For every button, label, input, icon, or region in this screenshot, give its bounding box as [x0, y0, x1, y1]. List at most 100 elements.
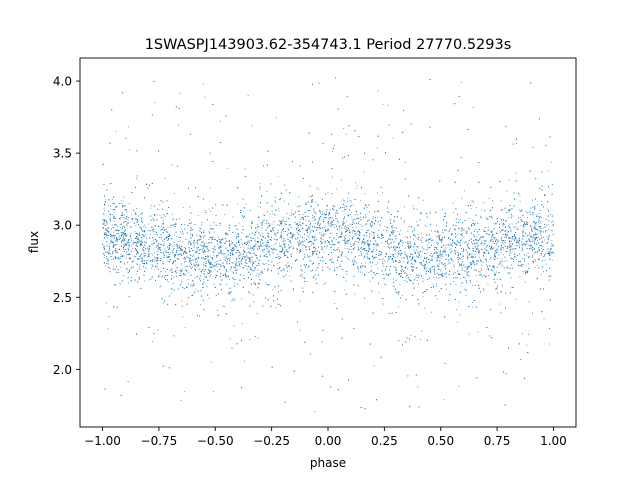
data-point	[500, 258, 502, 260]
data-point	[214, 231, 216, 233]
data-point	[491, 245, 493, 247]
data-point	[342, 210, 344, 212]
data-point	[528, 211, 530, 213]
data-point	[302, 241, 303, 243]
data-point	[482, 242, 483, 243]
data-point	[460, 258, 461, 260]
data-point	[551, 243, 553, 245]
data-point	[244, 265, 246, 266]
data-point	[485, 261, 487, 263]
data-point	[546, 236, 548, 238]
data-point	[430, 260, 432, 262]
data-point	[380, 254, 382, 256]
data-point	[315, 213, 317, 215]
data-point	[126, 257, 127, 259]
data-point	[503, 248, 505, 250]
data-point	[529, 240, 531, 242]
data-point	[494, 273, 495, 275]
data-point	[267, 270, 269, 272]
data-point	[333, 243, 334, 245]
data-point	[233, 244, 235, 246]
data-point	[474, 243, 476, 245]
data-point	[129, 149, 130, 151]
data-point	[508, 238, 510, 239]
data-point	[160, 285, 161, 287]
data-point	[104, 251, 106, 253]
data-point	[539, 226, 541, 228]
data-point	[318, 252, 320, 254]
data-point	[521, 247, 523, 249]
data-point	[170, 292, 172, 294]
data-point	[474, 264, 476, 266]
data-point	[258, 219, 260, 221]
data-point	[201, 221, 203, 223]
data-point	[365, 214, 366, 215]
data-point	[437, 232, 439, 234]
data-point	[245, 203, 247, 205]
data-point	[188, 272, 190, 274]
data-point	[116, 239, 118, 241]
data-point	[110, 241, 112, 243]
data-point	[507, 232, 509, 234]
data-point	[108, 263, 109, 265]
data-point	[119, 258, 120, 260]
data-point	[128, 282, 129, 284]
data-point	[322, 266, 324, 268]
data-point	[503, 224, 505, 226]
data-point	[105, 199, 107, 201]
data-point	[261, 223, 263, 225]
data-point	[359, 238, 361, 240]
data-point	[259, 207, 261, 208]
data-point	[257, 275, 259, 277]
data-point	[341, 179, 343, 181]
data-point	[440, 255, 442, 257]
data-point	[471, 255, 473, 257]
data-point	[335, 188, 337, 190]
data-point	[483, 290, 485, 292]
data-point	[523, 243, 525, 244]
data-point	[290, 214, 292, 216]
data-point	[500, 247, 502, 249]
data-point	[453, 264, 455, 266]
data-point	[400, 269, 402, 271]
data-point	[172, 251, 174, 253]
data-point	[475, 207, 477, 209]
data-point	[135, 236, 137, 238]
data-point	[232, 278, 234, 280]
data-point	[458, 301, 460, 303]
data-point	[459, 314, 461, 316]
data-point	[550, 251, 552, 253]
data-point	[138, 258, 140, 260]
data-point	[540, 274, 542, 276]
data-point	[109, 268, 111, 270]
data-point	[439, 263, 441, 265]
data-point	[354, 214, 356, 216]
data-point	[141, 233, 143, 235]
data-point	[478, 253, 480, 255]
data-point	[135, 224, 137, 226]
data-point	[405, 275, 407, 277]
data-point	[273, 244, 275, 246]
data-point	[284, 184, 286, 186]
data-point	[393, 226, 395, 228]
data-point	[524, 281, 526, 283]
data-point	[135, 273, 137, 275]
data-point	[515, 299, 517, 300]
data-point	[265, 263, 267, 265]
data-point	[259, 188, 261, 190]
data-point	[228, 243, 230, 245]
data-point	[382, 191, 384, 193]
data-point	[542, 271, 544, 273]
data-point	[477, 331, 479, 333]
data-point	[232, 262, 234, 264]
data-point	[104, 233, 105, 235]
data-point	[399, 262, 401, 263]
data-point	[285, 250, 287, 252]
data-point	[314, 411, 316, 413]
data-point	[211, 270, 213, 272]
data-point	[270, 239, 272, 241]
data-point	[445, 225, 447, 227]
data-point	[352, 221, 354, 223]
data-point	[112, 224, 113, 226]
data-point	[487, 284, 489, 286]
